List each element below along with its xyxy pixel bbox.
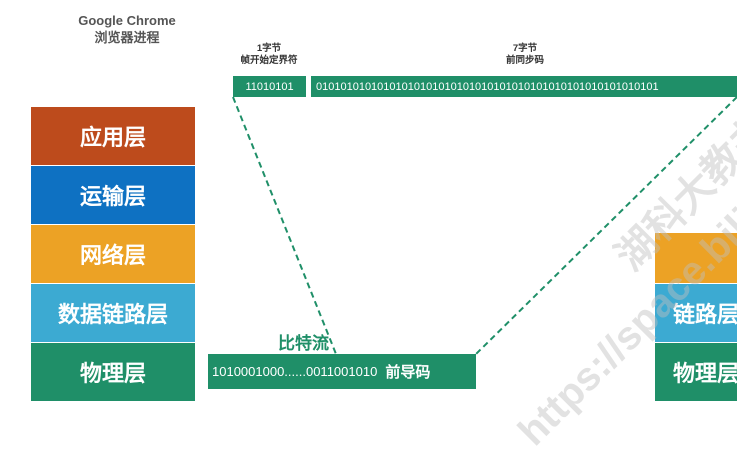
sfd-name: 帧开始定界符 (240, 55, 298, 66)
layer-network-right-partial (655, 233, 737, 283)
sfd-bits-box: 11010101 (233, 76, 306, 97)
sfd-size: 1字节 (256, 43, 282, 54)
preamble-size: 7字节 (512, 43, 538, 54)
layer-application: 应用层 (31, 107, 195, 165)
connector-right (475, 96, 737, 355)
bitstream-bits: 1010001000......0011001010 (212, 364, 378, 379)
app-caption-name: Google Chrome (78, 13, 176, 28)
layer-data-link: 数据链路层 (31, 284, 195, 342)
sfd-label: 1字节 帧开始定界符 (226, 43, 312, 67)
app-caption: Google Chrome 浏览器进程 (52, 12, 202, 46)
preamble-name: 前同步码 (505, 55, 544, 66)
bitstream-preamble-label: 前导码 (385, 364, 431, 381)
preamble-label: 7字节 前同步码 (480, 43, 570, 67)
layer-physical: 物理层 (31, 343, 195, 401)
connector-lines (232, 96, 737, 355)
preamble-bits-box: 0101010101010101010101010101010101010101… (311, 76, 737, 97)
connector-left (232, 96, 337, 355)
layer-data-link-right: 链路层 (655, 284, 737, 342)
bitstream-box: 1010001000......0011001010 前导码 (208, 354, 476, 389)
layer-network: 网络层 (31, 225, 195, 283)
layer-transport: 运输层 (31, 166, 195, 224)
bitstream-title: 比特流 (278, 334, 329, 353)
layer-physical-right: 物理层 (655, 343, 737, 401)
app-caption-process: 浏览器进程 (94, 30, 160, 45)
